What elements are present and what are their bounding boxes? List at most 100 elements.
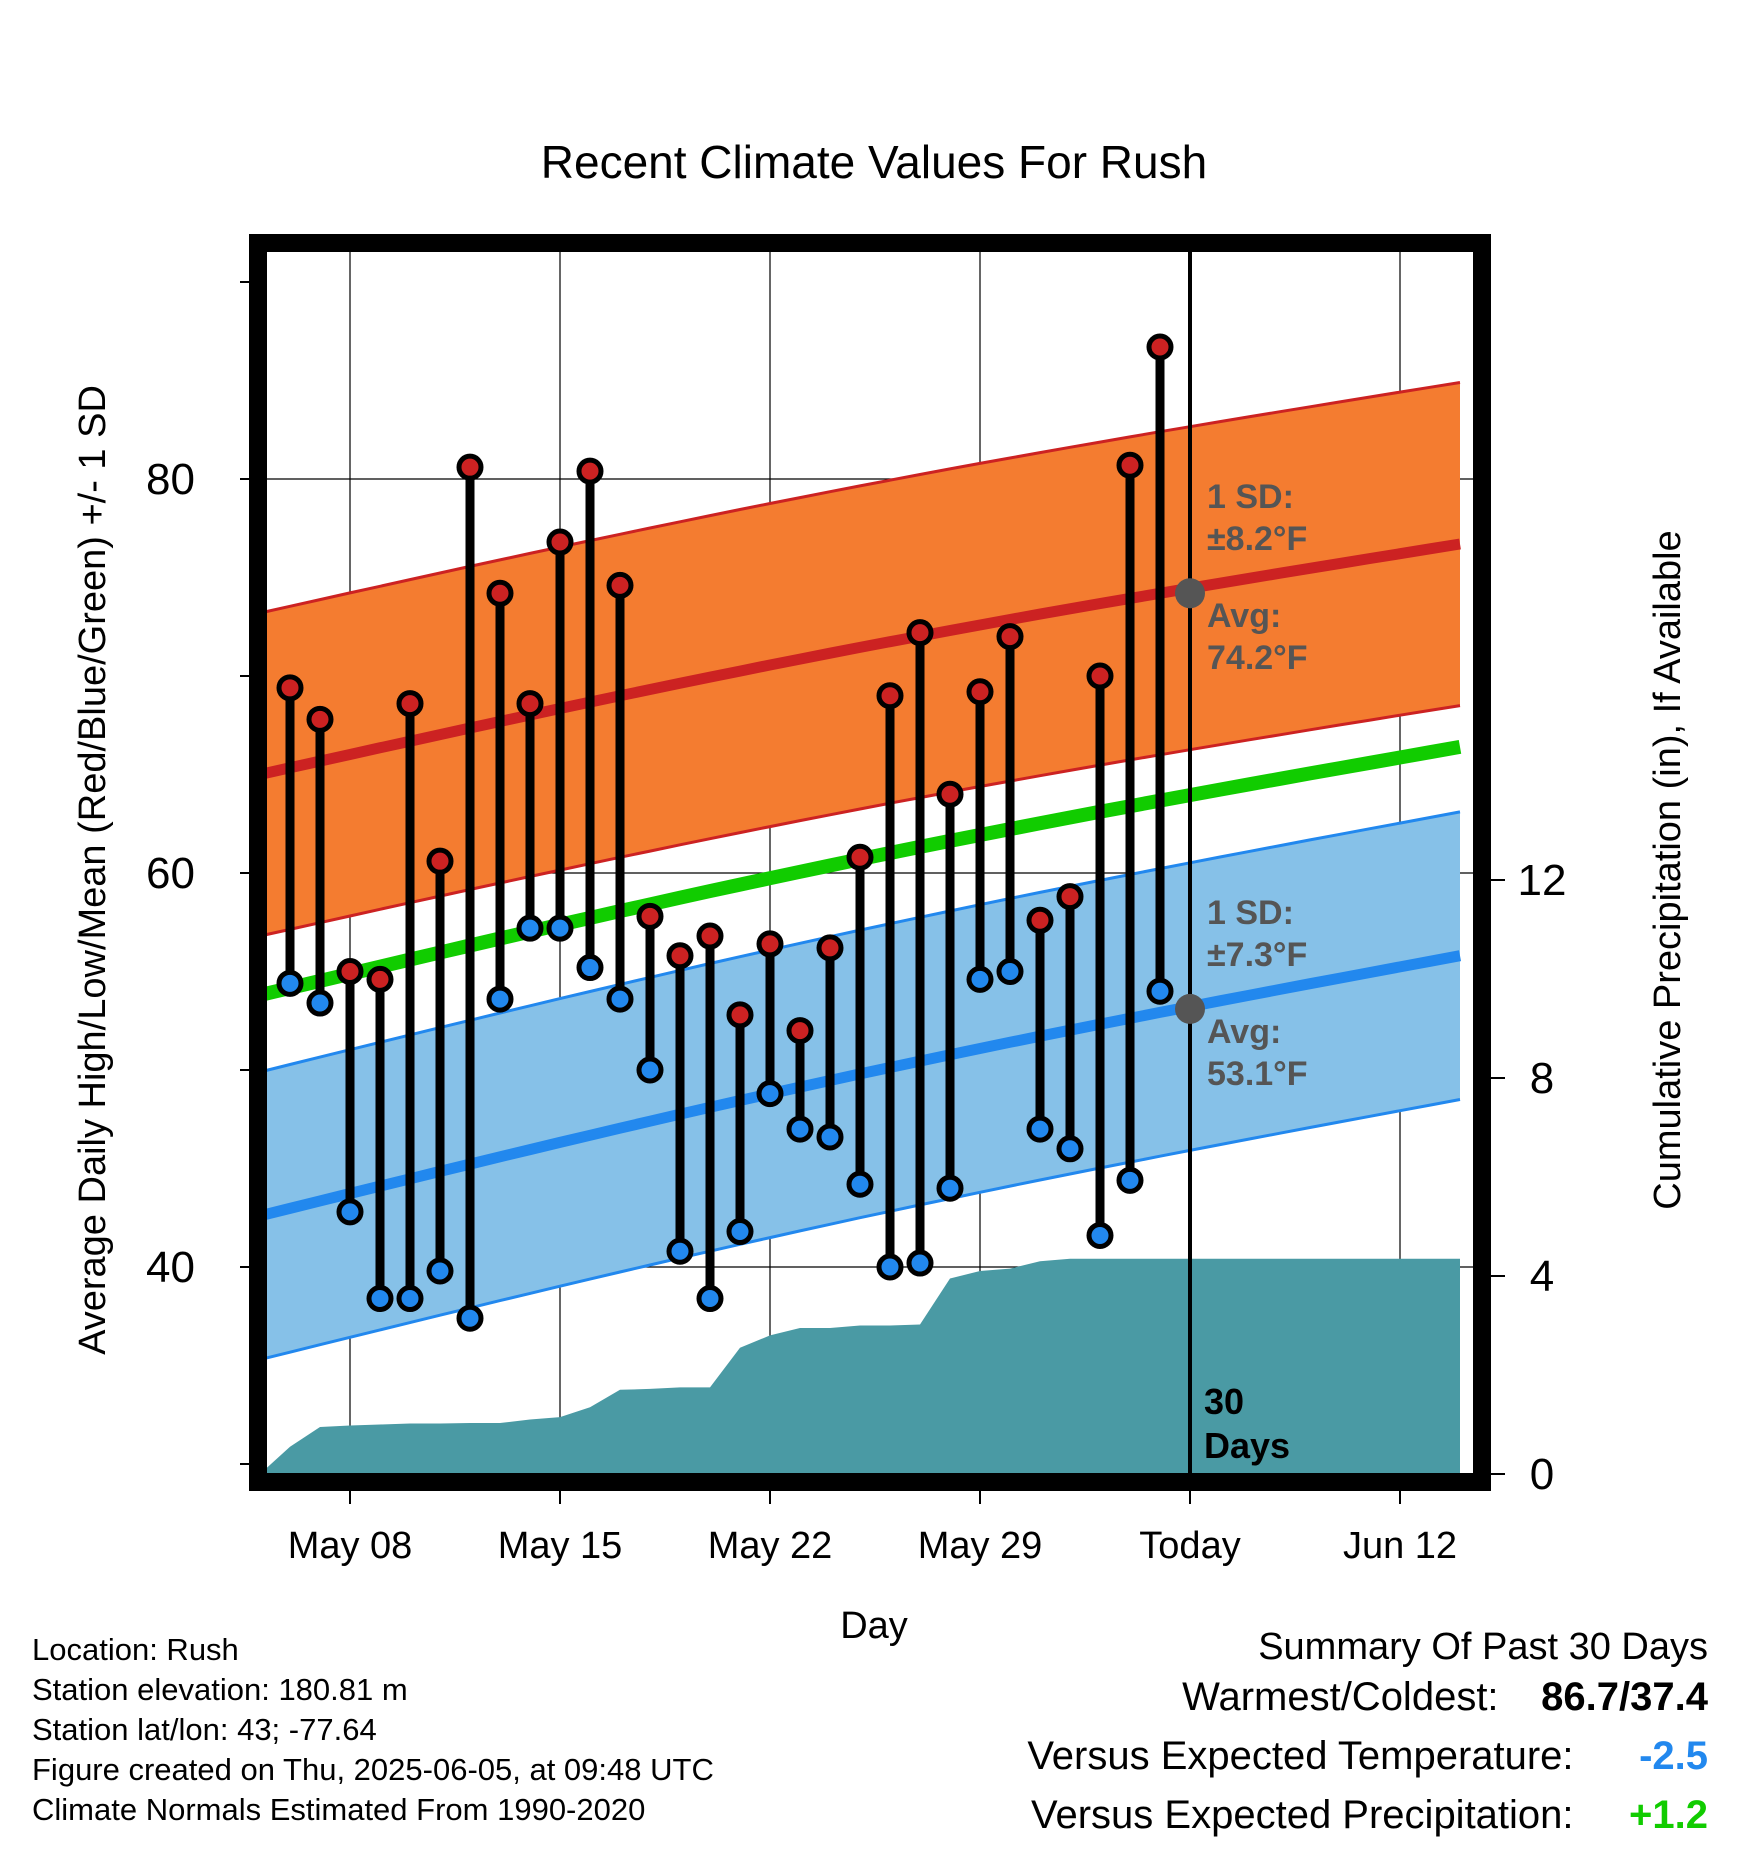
warm-cold-label: Warmest/Coldest: xyxy=(1182,1675,1499,1719)
x-tick-label: May 22 xyxy=(708,1525,833,1567)
x-tick-label: Jun 12 xyxy=(1343,1525,1457,1567)
warm-cold-value: 86.7/37.4 xyxy=(1541,1675,1708,1719)
summary-panel: Summary Of Past 30 Days Warmest/Coldest:… xyxy=(1027,1622,1708,1849)
daily-high-point xyxy=(366,965,394,993)
low-sd-label: 1 SD: xyxy=(1207,894,1294,932)
daily-low-point xyxy=(606,985,634,1013)
high-avg-label: Avg: xyxy=(1207,597,1281,635)
daily-high-point xyxy=(486,579,514,607)
plot-area: 1 SD: ±8.2°F Avg: 74.2°F 1 SD: ±7.3°F Avg: 53.1… xyxy=(258,243,1482,1482)
precip-area xyxy=(260,1258,1460,1474)
low-avg-label: Avg: xyxy=(1207,1013,1281,1051)
daily-low-point xyxy=(1086,1221,1114,1249)
daily-high-point xyxy=(1026,906,1054,934)
daily-high-point xyxy=(456,453,484,481)
summary-temp-row: Versus Expected Temperature: -2.5 xyxy=(1027,1731,1708,1790)
daily-high-point xyxy=(336,958,364,985)
daily-high-point xyxy=(936,780,964,808)
created-text: Figure created on Thu, 2025-06-05, at 09… xyxy=(32,1752,714,1787)
precip-label: Versus Expected Precipitation: xyxy=(1031,1793,1574,1837)
daily-low-point xyxy=(846,1170,874,1198)
daily-low-point xyxy=(636,1056,664,1084)
latlon-text: Station lat/lon: 43; -77.64 xyxy=(32,1712,377,1747)
daily-high-point xyxy=(606,571,634,599)
daily-low-point xyxy=(456,1304,484,1332)
daily-low-point xyxy=(1146,977,1174,1005)
elevation-text: Station elevation: 180.81 m xyxy=(32,1672,408,1707)
low-avg-value: 53.1°F xyxy=(1207,1055,1308,1093)
x-tick-label: Today xyxy=(1139,1525,1240,1567)
x-tick-label: May 29 xyxy=(918,1525,1043,1567)
daily-low-point xyxy=(366,1285,394,1313)
daily-low-point xyxy=(936,1174,964,1202)
daily-high-point xyxy=(516,690,544,718)
daily-high-point xyxy=(576,457,604,485)
daily-high-point xyxy=(636,902,664,930)
daily-low-point xyxy=(546,914,574,942)
daily-low-point xyxy=(876,1253,904,1281)
daily-low-point xyxy=(726,1218,754,1246)
precip-value: +1.2 xyxy=(1629,1793,1708,1837)
daily-low-point xyxy=(906,1249,934,1277)
temp-value: -2.5 xyxy=(1639,1734,1708,1778)
daily-low-point xyxy=(1116,1166,1144,1194)
daily-low-point xyxy=(966,965,994,993)
daily-low-point xyxy=(576,954,604,982)
daily-low-point xyxy=(516,914,544,942)
daily-low-point xyxy=(276,969,304,997)
daily-low-point xyxy=(426,1257,454,1285)
daily-high-point xyxy=(696,922,724,950)
days-count-number: 30 xyxy=(1204,1381,1244,1422)
x-axis-label: Day xyxy=(840,1605,908,1647)
daily-high-point xyxy=(426,847,454,875)
today-high-avg-marker xyxy=(1175,578,1205,609)
high-band-upper-edge xyxy=(259,381,1461,615)
y-axis-label: Average Daily High/Low/Mean (Red/Blue/Gr… xyxy=(72,385,114,1355)
daily-low-point xyxy=(486,985,514,1013)
y-tick-label: 40 xyxy=(146,1243,195,1292)
x-tick-label: May 15 xyxy=(498,1525,623,1567)
avg-high-line xyxy=(258,538,1461,780)
x-tick-label: May 08 xyxy=(288,1525,413,1567)
plot-frame xyxy=(249,234,1491,1491)
daily-high-point xyxy=(1086,662,1114,690)
daily-high-point xyxy=(1056,883,1084,911)
daily-low-point xyxy=(1056,1135,1084,1163)
daily-low-point xyxy=(396,1285,424,1313)
daily-high-point xyxy=(966,678,994,706)
daily-high-point xyxy=(396,690,424,718)
daily-high-point xyxy=(846,843,874,871)
daily-low-point xyxy=(1026,1115,1054,1143)
y-tick-label: 80 xyxy=(146,455,195,504)
daily-high-point xyxy=(786,1017,814,1045)
high-sd-value: ±8.2°F xyxy=(1207,520,1307,558)
high-avg-value: 74.2°F xyxy=(1207,639,1308,677)
chart-title: Recent Climate Values For Rush xyxy=(541,136,1207,188)
axes: 40 60 80 0 4 8 12 May 08 May 15 May 22 May 29 Today… xyxy=(146,234,1567,1567)
daily-low-point xyxy=(666,1237,694,1265)
daily-high-point xyxy=(306,705,334,733)
daily-low-point xyxy=(306,989,334,1017)
summary-title: Summary Of Past 30 Days xyxy=(1258,1626,1708,1668)
daily-low-point xyxy=(786,1115,814,1143)
high-sd-label: 1 SD: xyxy=(1207,478,1294,516)
daily-high-point xyxy=(276,674,304,702)
daily-high-point xyxy=(756,930,784,958)
daily-high-point xyxy=(726,1001,754,1029)
daily-low-point xyxy=(336,1198,364,1226)
daily-high-point xyxy=(1146,333,1174,361)
y2-tick-label: 12 xyxy=(1518,856,1567,905)
plot-content xyxy=(258,243,1482,1482)
today-low-avg-marker xyxy=(1175,993,1205,1024)
normals-text: Climate Normals Estimated From 1990-2020 xyxy=(32,1792,646,1827)
daily-low-point xyxy=(816,1123,844,1151)
days-count-word: Days xyxy=(1204,1425,1290,1466)
daily-low-point xyxy=(756,1080,784,1108)
y2-tick-label: 4 xyxy=(1530,1252,1554,1301)
summary-precip-row: Versus Expected Precipitation: +1.2 xyxy=(1027,1790,1708,1849)
y2-tick-label: 8 xyxy=(1530,1054,1554,1103)
daily-high-point xyxy=(876,682,904,710)
y-tick-label: 60 xyxy=(146,849,195,898)
daily-high-point xyxy=(1116,451,1144,479)
